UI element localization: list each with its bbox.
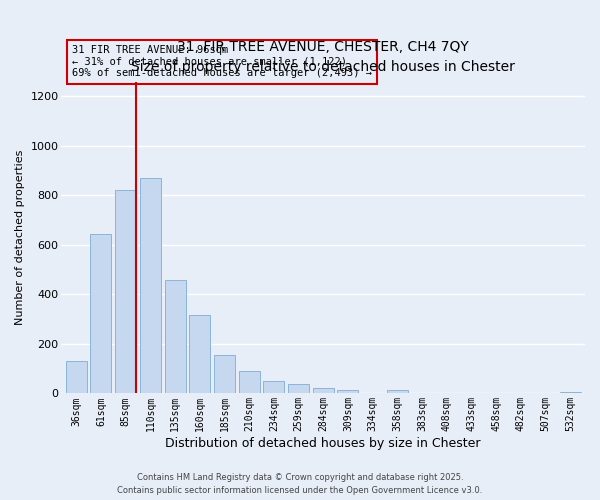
Bar (239, 371, 260, 394)
Bar (263, 381, 284, 394)
X-axis label: Distribution of detached houses by size in Chester: Distribution of detached houses by size … (166, 437, 481, 450)
Bar (115, 190, 136, 394)
Title: 31, FIR TREE AVENUE, CHESTER, CH4 7QY
Size of property relative to detached hous: 31, FIR TREE AVENUE, CHESTER, CH4 7QY Si… (131, 40, 515, 74)
Bar (387, 390, 408, 394)
Bar (140, 178, 161, 394)
Bar (189, 316, 210, 394)
Y-axis label: Number of detached properties: Number of detached properties (15, 150, 25, 325)
Bar (313, 388, 334, 394)
Bar (66, 361, 87, 394)
Bar (288, 384, 309, 394)
Text: Contains HM Land Registry data © Crown copyright and database right 2025.
Contai: Contains HM Land Registry data © Crown c… (118, 474, 482, 495)
Bar (337, 390, 358, 394)
Bar (164, 280, 185, 394)
Bar (214, 354, 235, 394)
Text: 31 FIR TREE AVENUE: 96sqm
← 31% of detached houses are smaller (1,122)
69% of se: 31 FIR TREE AVENUE: 96sqm ← 31% of detac… (72, 46, 372, 78)
Bar (91, 234, 112, 394)
Bar (560, 392, 581, 394)
